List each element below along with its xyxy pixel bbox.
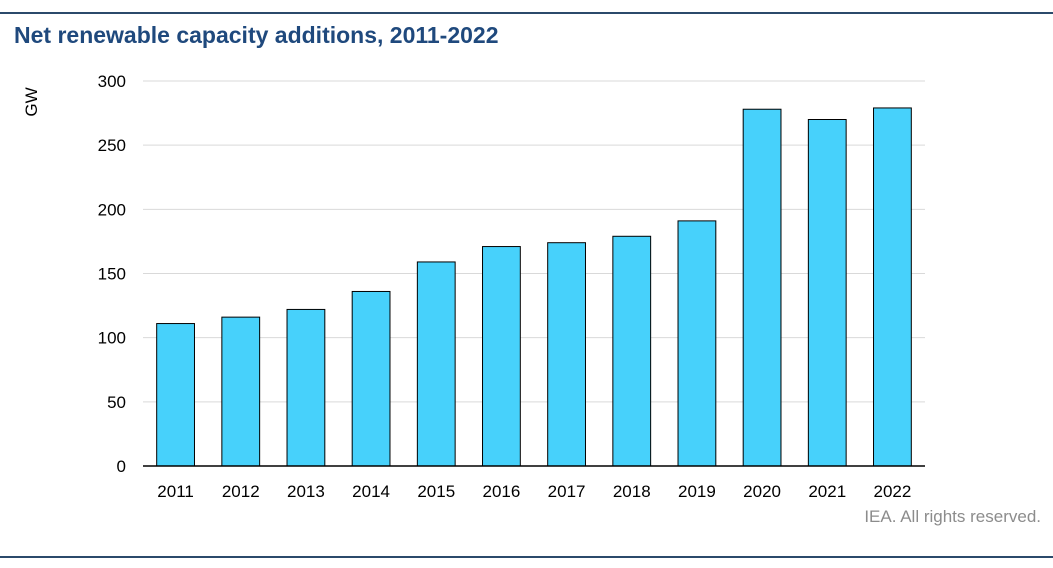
x-tick-label: 2011 [157, 482, 194, 501]
y-tick-label: 50 [107, 393, 126, 412]
copyright-credit: IEA. All rights reserved. [864, 507, 1041, 526]
bar-2018 [612, 235, 652, 467]
bar-2022 [873, 107, 912, 467]
bar-2020 [742, 108, 782, 467]
top-rule [0, 12, 1053, 14]
x-tick-label: 2021 [808, 482, 846, 501]
bar-2017 [547, 242, 586, 467]
y-tick-label: 300 [98, 72, 126, 91]
chart-title: Net renewable capacity additions, 2011-2… [14, 22, 499, 48]
y-tick-labels: 0 50 100 150 200 250 300 [98, 72, 126, 476]
bars [156, 107, 912, 467]
x-tick-label: 2019 [678, 482, 716, 501]
x-tick-label: 2013 [287, 482, 325, 501]
gridlines [143, 80, 925, 403]
y-tick-label: 100 [98, 329, 126, 348]
bar-2014 [351, 290, 391, 467]
x-tick-label: 2015 [417, 482, 455, 501]
y-tick-label: 0 [117, 457, 126, 476]
y-tick-label: 250 [98, 136, 126, 155]
y-tick-label: 150 [98, 265, 126, 284]
x-tick-label: 2022 [874, 482, 912, 501]
x-tick-label: 2014 [352, 482, 390, 501]
x-tick-label: 2018 [613, 482, 651, 501]
bar-2019 [677, 220, 717, 467]
y-tick-label: 200 [98, 200, 126, 219]
bottom-rule [0, 556, 1053, 558]
x-tick-label: 2012 [222, 482, 260, 501]
bar-2015 [416, 261, 456, 467]
x-tick-label: 2017 [548, 482, 586, 501]
bar-2021 [807, 119, 847, 467]
bar-2011 [156, 323, 195, 467]
x-tick-label: 2016 [483, 482, 521, 501]
bar-2012 [221, 316, 261, 467]
y-axis-label: GW [22, 87, 41, 116]
bar-2016 [482, 246, 521, 467]
bar-2013 [286, 308, 326, 467]
x-tick-label: 2020 [743, 482, 781, 501]
x-tick-labels: 2011 2012 2013 2014 2015 2016 2017 2018 2019 2020… [157, 482, 911, 501]
